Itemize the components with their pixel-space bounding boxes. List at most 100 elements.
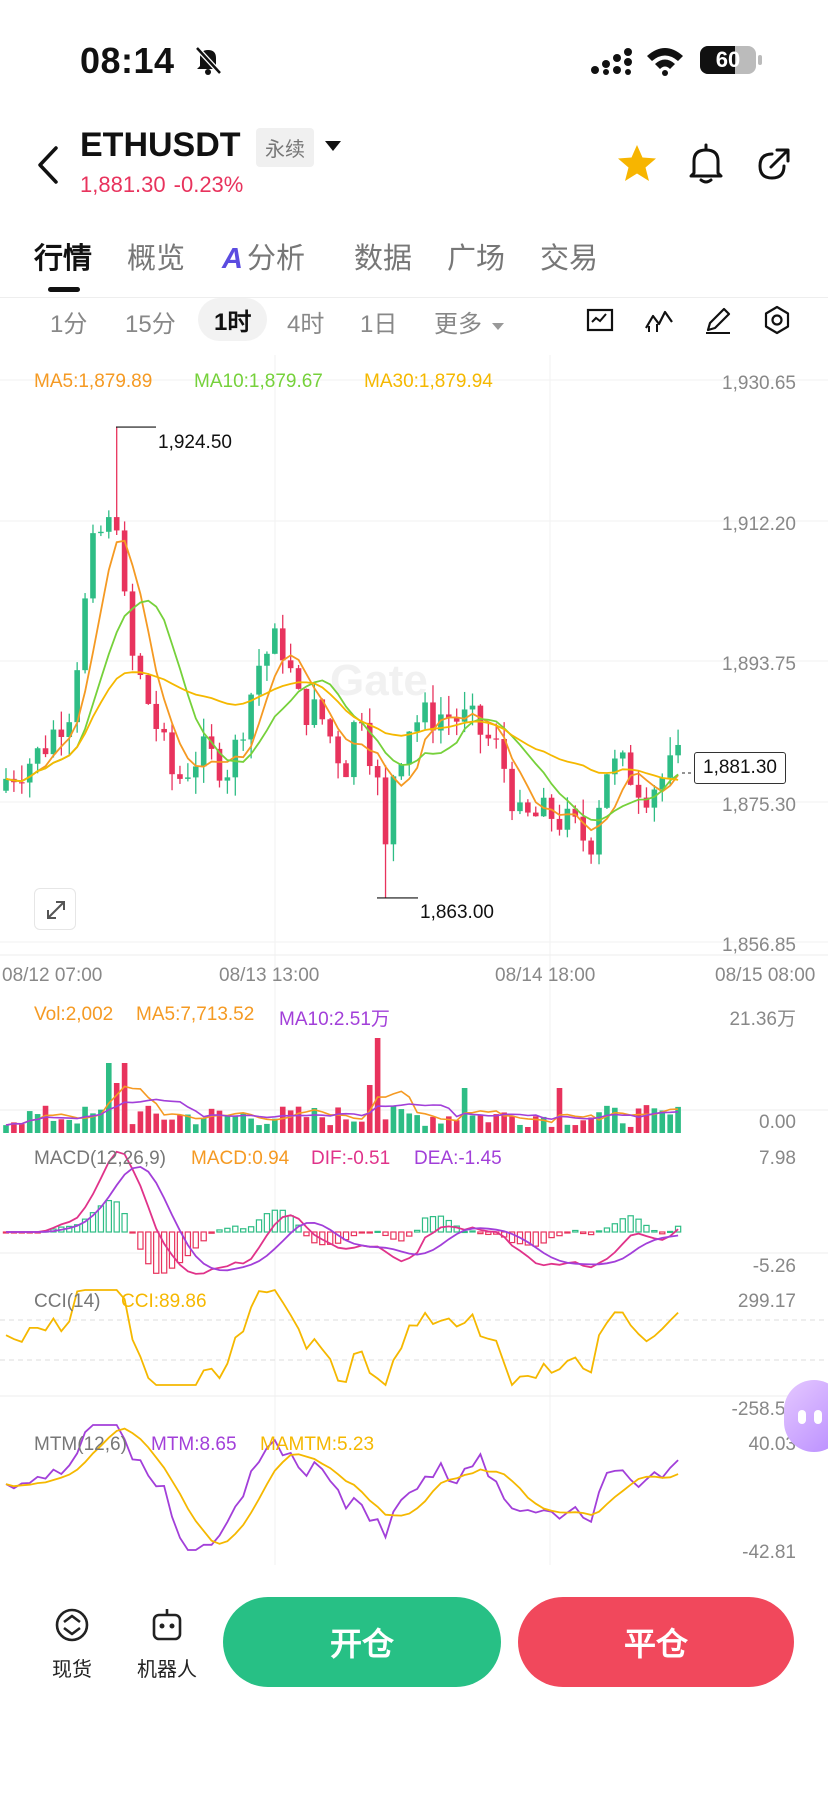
macd-histogram-bar (137, 1231, 144, 1250)
tab-data[interactable]: 数据 (354, 243, 413, 275)
bell-alert-icon[interactable] (686, 142, 726, 186)
spot-button[interactable]: 现货 (32, 1605, 112, 1682)
macd-histogram-bar (651, 1229, 658, 1233)
volume-bar (414, 1115, 420, 1133)
volume-bar (58, 1119, 65, 1133)
contract-type-badge: 永续 (256, 128, 314, 167)
cci-line (5, 1288, 679, 1387)
macd-histogram-bar (192, 1231, 199, 1249)
macd-histogram-bar (279, 1209, 286, 1233)
tab-active-indicator (48, 287, 80, 292)
macd-histogram-bar (516, 1231, 524, 1245)
pair-symbol[interactable]: ETHUSDT (80, 126, 241, 164)
chart-fullscreen-icon[interactable] (584, 304, 616, 336)
price-change-line: 1,881.30 -0.23% (80, 172, 251, 198)
close-position-button[interactable]: 平仓 (518, 1597, 794, 1687)
volume-bar (11, 1122, 17, 1133)
tf-1m[interactable]: 1分 (50, 311, 88, 338)
macd-histogram-bar (73, 1224, 81, 1233)
candle-body (366, 722, 373, 767)
candle-body (311, 699, 318, 726)
macd-histogram-bar (263, 1213, 271, 1233)
candle-body (414, 722, 420, 732)
tf-4h[interactable]: 4时 (287, 311, 325, 338)
volume-bar (90, 1113, 96, 1133)
candle-body (303, 688, 310, 726)
main-tabs: 行情 概览 A 分析 数据 广场 交易 (0, 225, 828, 297)
volume-bar (137, 1111, 144, 1133)
share-icon[interactable] (754, 144, 794, 184)
tab-analysis[interactable]: A 分析 (222, 235, 305, 277)
tf-1d[interactable]: 1日 (360, 311, 398, 338)
candle-body (390, 776, 397, 845)
volume-bar (374, 1038, 381, 1133)
mtm-axis-label: 40.03 (748, 1434, 796, 1455)
tf-more[interactable]: 更多 (434, 304, 505, 339)
macd-histogram-bar (556, 1231, 563, 1237)
macd-legend-value: MACD:0.94 (191, 1148, 290, 1169)
macd-histogram-bar (524, 1231, 532, 1246)
mtm-legend-value: MTM:8.65 (151, 1434, 237, 1455)
indicator-icon[interactable] (643, 304, 675, 336)
volume-bar (485, 1122, 492, 1133)
volume-bar (406, 1113, 413, 1133)
back-arrow-icon[interactable] (30, 142, 66, 188)
volume-bar (643, 1105, 650, 1133)
kline-chart-area[interactable]: Gate (0, 355, 828, 1565)
expand-chart-button[interactable] (34, 888, 76, 930)
tf-1h[interactable]: 1时 (198, 298, 268, 341)
candle-body (185, 777, 191, 779)
volume-bar (382, 1119, 389, 1133)
volume-bar (540, 1116, 547, 1133)
volume-bar (627, 1126, 634, 1133)
volume-bar (501, 1112, 507, 1133)
chart-settings-icon[interactable] (761, 304, 793, 336)
draw-pen-icon[interactable] (702, 304, 734, 336)
macd-histogram-bar (374, 1230, 381, 1233)
volume-bar (532, 1116, 539, 1133)
candle-body (90, 533, 96, 599)
volume-bar (34, 1114, 41, 1133)
robot-icon (152, 1609, 182, 1641)
volume-bar (26, 1111, 33, 1133)
cci-legend-name: CCI(14) (34, 1291, 101, 1312)
volume-bar (42, 1105, 49, 1133)
macd-histogram-bar (421, 1217, 429, 1233)
tf-more-label: 更多 (434, 311, 482, 338)
volume-bar (351, 1121, 357, 1133)
bot-button[interactable]: 机器人 (127, 1605, 207, 1682)
favorite-star-icon[interactable] (615, 142, 659, 186)
candle-body (612, 758, 618, 775)
main-ma30-legend: MA30:1,879.94 (364, 371, 493, 392)
tf-15m[interactable]: 15分 (125, 311, 176, 338)
macd-histogram-bar (255, 1219, 263, 1233)
candle-body (517, 802, 523, 812)
open-position-button[interactable]: 开仓 (223, 1597, 501, 1687)
candle-body (224, 777, 231, 781)
volume-bar (453, 1120, 460, 1133)
volume-bar (153, 1113, 160, 1133)
candle-body (82, 598, 88, 671)
tab-market[interactable]: 行情 (34, 243, 93, 275)
volume-bar (200, 1118, 207, 1133)
tab-square[interactable]: 广场 (447, 243, 506, 275)
macd-histogram-bar (548, 1231, 555, 1239)
macd-histogram-bar (666, 1230, 674, 1234)
macd-dea-line (6, 1165, 679, 1272)
candle-body (374, 766, 381, 778)
volume-bar (224, 1115, 231, 1133)
volume-bar (161, 1119, 167, 1133)
volume-bar (335, 1107, 341, 1133)
tab-trade[interactable]: 交易 (540, 243, 599, 275)
tab-overview[interactable]: 概览 (127, 243, 186, 275)
caret-down-icon[interactable] (322, 136, 344, 156)
macd-legend-name: MACD(12,26,9) (34, 1148, 166, 1169)
candle-body (627, 752, 634, 785)
candle-body (493, 738, 500, 740)
assistant-bubble-icon[interactable] (784, 1380, 828, 1452)
volume-axis-label: 21.36万 (729, 1009, 796, 1030)
volume-bar (445, 1116, 452, 1133)
mamtm-line (5, 1427, 679, 1545)
candle-body (3, 778, 9, 791)
macd-histogram-bar (224, 1227, 231, 1233)
